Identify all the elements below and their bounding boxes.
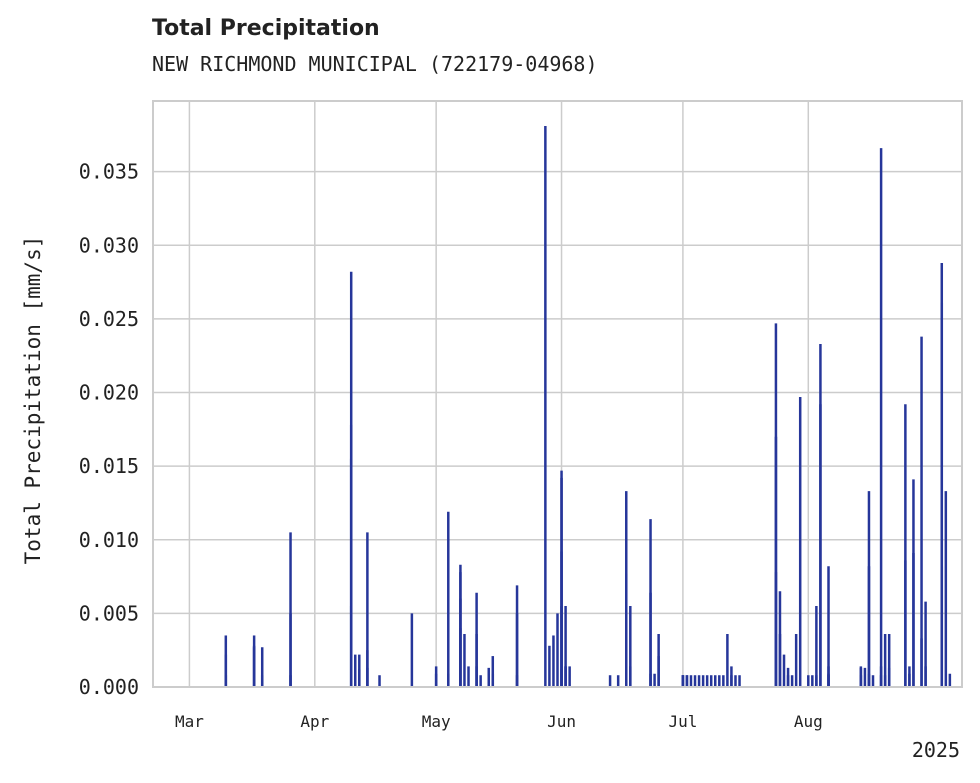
x-tick-label: May: [422, 712, 451, 731]
y-tick-label: 0.015: [79, 454, 139, 478]
y-tick-label: 0.005: [79, 601, 139, 625]
y-axis-label: Total Precipitation [mm/s]: [21, 236, 45, 565]
y-tick-label: 0.035: [79, 160, 139, 184]
y-tick-label: 0.025: [79, 307, 139, 331]
x-tick-label: Jun: [547, 712, 576, 731]
grid-lines: [153, 101, 962, 688]
x-tick-label: Mar: [175, 712, 204, 731]
x-axis-ticks: Mar Apr May Jun Jul Aug: [175, 712, 823, 731]
plot-frame: [152, 100, 963, 688]
precipitation-bars: [224, 126, 952, 687]
x-axis-year-label: 2025: [912, 738, 960, 762]
y-tick-label: 0.010: [79, 528, 139, 552]
y-axis-ticks: 0.000 0.005 0.010 0.015 0.020 0.025 0.030 0.035: [79, 160, 139, 699]
chart-title: Total Precipitation: [152, 16, 380, 41]
y-tick-label: 0.000: [79, 675, 139, 699]
y-tick-label: 0.030: [79, 233, 139, 257]
x-tick-label: Apr: [300, 712, 329, 731]
y-tick-label: 0.020: [79, 381, 139, 405]
chart-subtitle: NEW RICHMOND MUNICIPAL (722179-04968): [152, 52, 598, 76]
x-tick-label: Aug: [794, 712, 823, 731]
x-tick-label: Jul: [668, 712, 697, 731]
